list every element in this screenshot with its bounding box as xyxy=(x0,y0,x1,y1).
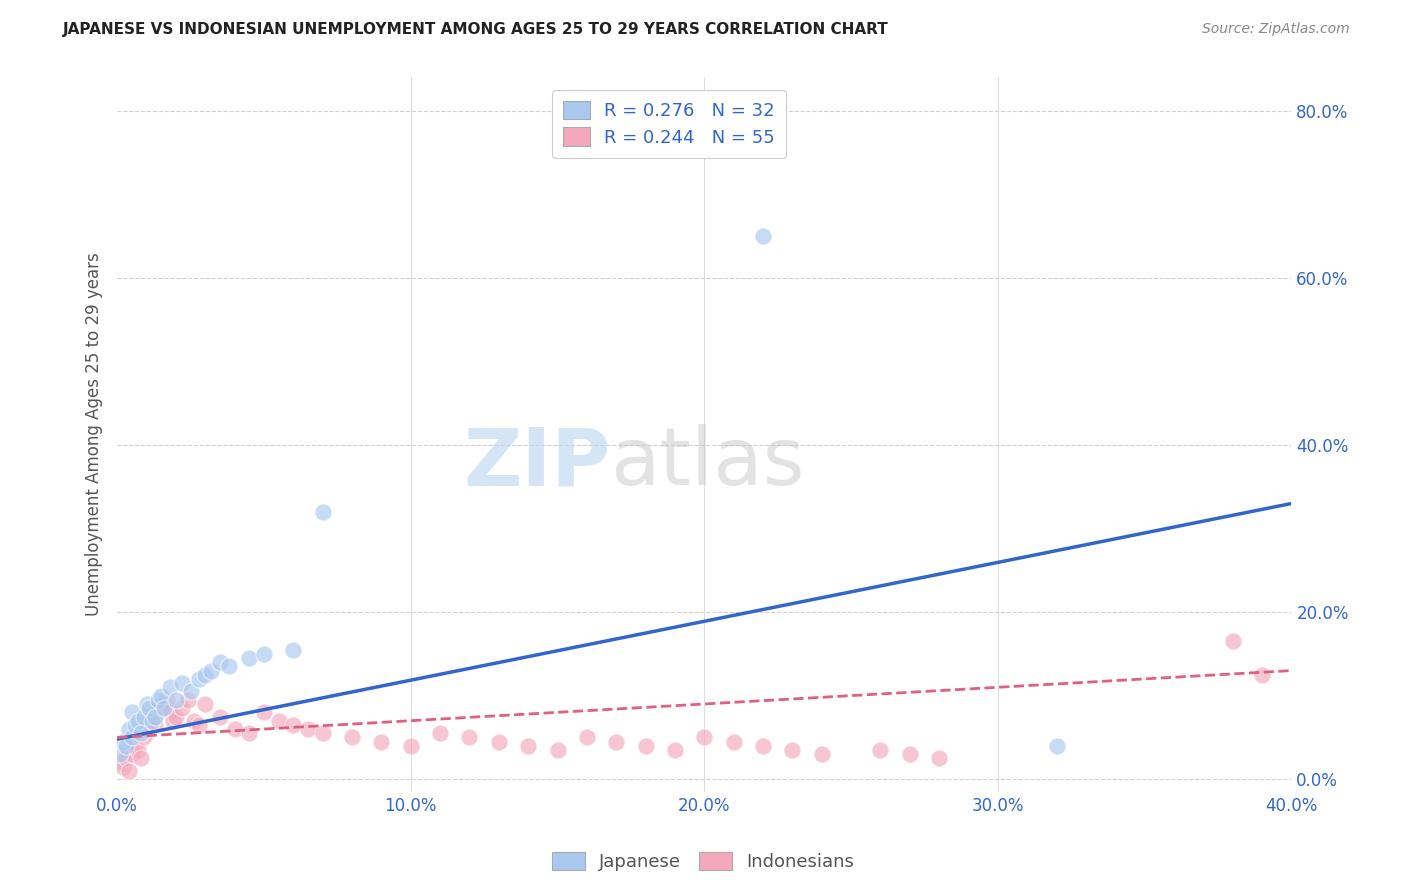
Point xyxy=(312,505,335,519)
Point xyxy=(283,642,305,657)
Point xyxy=(124,718,146,732)
Point xyxy=(135,697,157,711)
Text: JAPANESE VS INDONESIAN UNEMPLOYMENT AMONG AGES 25 TO 29 YEARS CORRELATION CHART: JAPANESE VS INDONESIAN UNEMPLOYMENT AMON… xyxy=(63,22,889,37)
Point xyxy=(208,709,231,723)
Point xyxy=(297,722,319,736)
Point xyxy=(141,709,163,723)
Point xyxy=(224,722,246,736)
Point xyxy=(112,759,135,773)
Point xyxy=(194,667,217,681)
Point xyxy=(723,734,745,748)
Point xyxy=(129,726,152,740)
Point xyxy=(141,714,163,728)
Point xyxy=(200,664,222,678)
Point xyxy=(664,743,686,757)
Point xyxy=(138,714,160,728)
Point xyxy=(176,693,198,707)
Legend: Japanese, Indonesians: Japanese, Indonesians xyxy=(546,845,860,879)
Point xyxy=(399,739,422,753)
Point xyxy=(115,739,138,753)
Point xyxy=(188,672,211,686)
Point xyxy=(634,739,657,753)
Point xyxy=(693,731,716,745)
Point xyxy=(118,764,141,778)
Point xyxy=(121,731,143,745)
Point xyxy=(108,756,131,770)
Point xyxy=(517,739,540,753)
Text: ZIP: ZIP xyxy=(463,424,610,502)
Point xyxy=(115,751,138,765)
Point xyxy=(458,731,481,745)
Point xyxy=(810,747,832,761)
Point xyxy=(547,743,569,757)
Point xyxy=(782,743,804,757)
Point xyxy=(928,751,950,765)
Point xyxy=(180,684,202,698)
Point xyxy=(165,693,187,707)
Legend: R = 0.276   N = 32, R = 0.244   N = 55: R = 0.276 N = 32, R = 0.244 N = 55 xyxy=(553,90,786,158)
Point xyxy=(162,714,184,728)
Point xyxy=(132,709,155,723)
Point xyxy=(218,659,240,673)
Point xyxy=(208,655,231,669)
Point xyxy=(159,680,181,694)
Point xyxy=(124,739,146,753)
Point xyxy=(429,726,451,740)
Point xyxy=(112,734,135,748)
Point xyxy=(183,714,205,728)
Point xyxy=(752,739,775,753)
Point xyxy=(1251,667,1274,681)
Point xyxy=(143,709,166,723)
Point xyxy=(150,689,173,703)
Point xyxy=(153,701,176,715)
Point xyxy=(127,714,149,728)
Point xyxy=(752,229,775,244)
Point xyxy=(253,647,276,661)
Point xyxy=(253,706,276,720)
Point xyxy=(194,697,217,711)
Point xyxy=(121,706,143,720)
Point xyxy=(283,718,305,732)
Point xyxy=(238,726,260,740)
Point xyxy=(575,731,598,745)
Point xyxy=(153,697,176,711)
Point xyxy=(488,734,510,748)
Point xyxy=(148,693,170,707)
Point xyxy=(1045,739,1067,753)
Point xyxy=(143,718,166,732)
Point xyxy=(869,743,891,757)
Point xyxy=(170,701,193,715)
Point xyxy=(605,734,627,748)
Point xyxy=(159,706,181,720)
Point xyxy=(118,722,141,736)
Point xyxy=(1222,634,1244,648)
Point xyxy=(127,743,149,757)
Text: Source: ZipAtlas.com: Source: ZipAtlas.com xyxy=(1202,22,1350,37)
Point xyxy=(340,731,363,745)
Point xyxy=(135,722,157,736)
Point xyxy=(150,701,173,715)
Point xyxy=(267,714,290,728)
Point xyxy=(121,747,143,761)
Point xyxy=(898,747,921,761)
Text: atlas: atlas xyxy=(610,424,804,502)
Y-axis label: Unemployment Among Ages 25 to 29 years: Unemployment Among Ages 25 to 29 years xyxy=(86,252,103,616)
Point xyxy=(238,651,260,665)
Point xyxy=(129,751,152,765)
Point xyxy=(108,747,131,761)
Point xyxy=(165,709,187,723)
Point xyxy=(188,718,211,732)
Point xyxy=(132,731,155,745)
Point xyxy=(138,701,160,715)
Point xyxy=(312,726,335,740)
Point xyxy=(148,706,170,720)
Point xyxy=(370,734,392,748)
Point xyxy=(170,676,193,690)
Point xyxy=(156,693,179,707)
